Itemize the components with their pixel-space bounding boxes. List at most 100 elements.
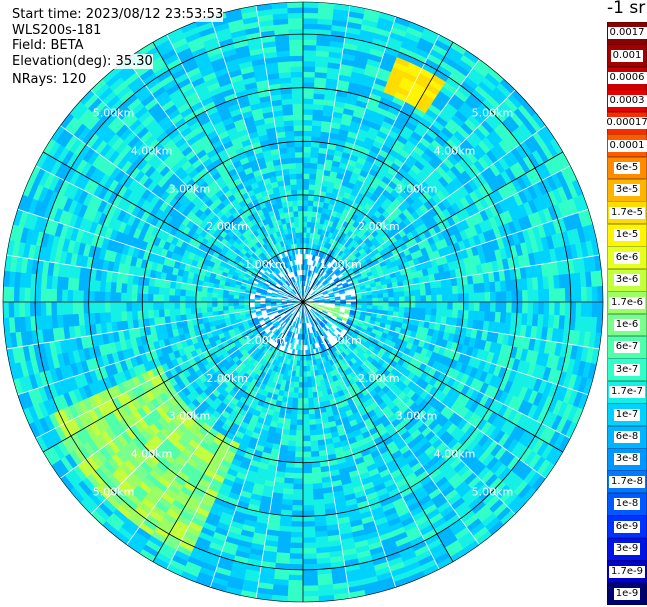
heatmap-cell (287, 585, 304, 592)
heatmap-cell (340, 303, 347, 307)
heatmap-cell (299, 328, 302, 335)
heatmap-cell (201, 296, 207, 303)
heatmap-cell (302, 82, 315, 89)
heatmap-cell (307, 397, 314, 404)
heatmap-cell (302, 60, 316, 67)
heatmap-cell (564, 287, 572, 303)
heatmap-cell (457, 301, 464, 311)
heatmap-cell (326, 276, 333, 283)
heatmap-cell (516, 301, 523, 314)
heatmap-cell (302, 44, 317, 51)
heatmap-cell (34, 287, 42, 303)
heatmap-cell (136, 293, 143, 303)
heatmap-cell (527, 301, 534, 315)
heatmap-cell (441, 294, 448, 303)
heatmap-cell (88, 301, 95, 314)
heatmap-cell (302, 451, 312, 458)
heatmap-cell (298, 371, 304, 378)
heatmap-cell (312, 119, 323, 127)
heatmap-cell (388, 306, 395, 312)
heatmap-cell (356, 301, 363, 306)
heatmap-cell (302, 108, 314, 115)
heatmap-cell (307, 275, 311, 282)
heatmap-cell (290, 526, 304, 533)
heatmap-cell (302, 483, 314, 490)
heatmap-cell (312, 488, 324, 495)
heatmap-cell (297, 403, 304, 410)
heatmap-cell (40, 288, 47, 303)
heatmap-cell (306, 371, 312, 378)
heatmap-cell (468, 301, 475, 312)
heatmap-cell (302, 183, 310, 190)
heatmap-cell (302, 205, 309, 212)
heatmap-cell (393, 291, 400, 298)
heatmap-cell (570, 287, 577, 303)
heatmap-cell (425, 301, 432, 309)
heatmap-cell (350, 296, 357, 300)
heatmap-cell (345, 296, 352, 300)
heatmap-cell (548, 301, 555, 316)
heatmap-cell (302, 12, 319, 19)
heatmap-cell (302, 173, 310, 180)
heatmap-cell (372, 297, 379, 303)
heatmap-cell (67, 289, 74, 303)
heatmap-cell (420, 301, 427, 309)
heatmap-cell (356, 295, 363, 300)
heatmap-cell (441, 286, 448, 295)
heatmap-cell (479, 301, 486, 312)
heatmap-cell (404, 301, 411, 308)
heatmap-cell (120, 282, 128, 293)
heatmap-cell (538, 289, 545, 303)
heatmap-cell (452, 293, 459, 303)
heatmap-cell (131, 301, 138, 312)
heatmap-cell (126, 292, 133, 303)
heatmap-cell (308, 178, 317, 186)
heatmap-cell (543, 301, 550, 316)
heatmap-cell (296, 424, 304, 431)
heatmap-cell (302, 424, 310, 431)
heatmap-cell (591, 286, 598, 303)
heatmap-cell (302, 151, 312, 158)
heatmap-cell (302, 515, 315, 522)
heatmap-cell (286, 450, 296, 458)
heatmap-cell (586, 301, 593, 318)
heatmap-cell (356, 298, 363, 303)
heatmap-cell (13, 301, 20, 318)
heatmap-cell (404, 307, 411, 314)
heatmap-cell (311, 466, 322, 474)
heatmap-cell (597, 286, 604, 303)
heatmap-cell (195, 290, 202, 297)
heatmap-cell (115, 291, 122, 303)
heatmap-cell (419, 307, 427, 316)
heatmap-cell (2, 301, 9, 318)
heatmap-cell (377, 293, 384, 299)
heatmap-cell (282, 488, 294, 495)
heatmap-cell (174, 308, 181, 316)
heatmap-cell (302, 237, 307, 244)
heatmap-cell (467, 310, 475, 321)
heatmap-cell (559, 288, 566, 303)
heatmap-cell (222, 305, 229, 311)
heatmap-cell (190, 307, 197, 314)
heatmap-cell (302, 130, 313, 137)
heatmap-cell (307, 200, 314, 207)
heatmap-cell (506, 301, 513, 314)
heatmap-cell (527, 289, 534, 303)
heatmap-cell (184, 301, 191, 309)
heatmap-cell (115, 311, 123, 322)
heatmap-cell (302, 71, 316, 78)
heatmap-cell (307, 205, 314, 212)
heatmap-cell (415, 295, 422, 303)
heatmap-cell (511, 301, 518, 314)
heatmap-cell (152, 301, 159, 311)
heatmap-cell (211, 297, 218, 303)
heatmap-cell (233, 298, 240, 303)
heatmap-cell (302, 157, 311, 164)
heatmap-cell (302, 200, 309, 206)
heatmap-cell (303, 317, 306, 324)
heatmap-cell (302, 66, 316, 73)
heatmap-cell (211, 306, 218, 312)
heatmap-cell (93, 290, 100, 303)
heatmap-cell (206, 296, 213, 303)
heatmap-cell (163, 301, 170, 310)
